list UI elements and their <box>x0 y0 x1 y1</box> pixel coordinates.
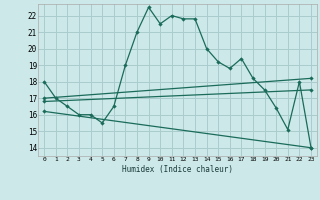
X-axis label: Humidex (Indice chaleur): Humidex (Indice chaleur) <box>122 165 233 174</box>
